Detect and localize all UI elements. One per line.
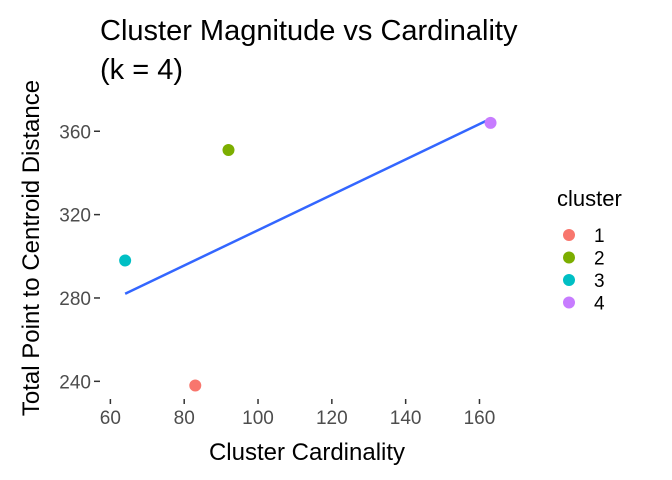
legend-key-2 <box>563 251 575 264</box>
y-tick-label: 240 <box>59 372 91 393</box>
x-tick-label: 80 <box>174 408 195 429</box>
legend-title: cluster <box>557 186 622 211</box>
y-tick-label: 360 <box>59 122 91 143</box>
point-cluster-2 <box>222 144 235 157</box>
chart-title-line-2: (k = 4) <box>100 54 183 86</box>
y-axis: 240 280 320 360 <box>59 122 100 393</box>
legend-label-4: 4 <box>594 294 605 315</box>
x-tick-label: 100 <box>242 408 274 429</box>
legend-key-3 <box>563 274 575 286</box>
point-cluster-3 <box>119 254 132 267</box>
chart-title-line-1: Cluster Magnitude vs Cardinality <box>100 15 518 47</box>
y-tick-label: 280 <box>59 289 91 310</box>
legend-label-3: 3 <box>594 271 605 292</box>
y-axis-title: Total Point to Centroid Distance <box>18 80 45 416</box>
x-axis: 60 80 100 120 140 160 <box>100 399 496 429</box>
legend-label-2: 2 <box>594 249 605 270</box>
point-cluster-4 <box>484 116 497 129</box>
legend-key-4 <box>563 296 575 309</box>
x-tick-label: 160 <box>464 408 496 429</box>
x-axis-title: Cluster Cardinality <box>209 439 405 466</box>
point-cluster-1 <box>189 379 202 392</box>
trend-line <box>124 117 492 295</box>
y-tick-label: 320 <box>59 206 91 227</box>
x-tick-label: 120 <box>316 408 348 429</box>
legend-key-1 <box>563 229 575 241</box>
x-tick-label: 60 <box>100 408 121 429</box>
x-tick-label: 140 <box>390 408 422 429</box>
legend-label-1: 1 <box>594 226 605 247</box>
plot-area <box>119 116 497 392</box>
